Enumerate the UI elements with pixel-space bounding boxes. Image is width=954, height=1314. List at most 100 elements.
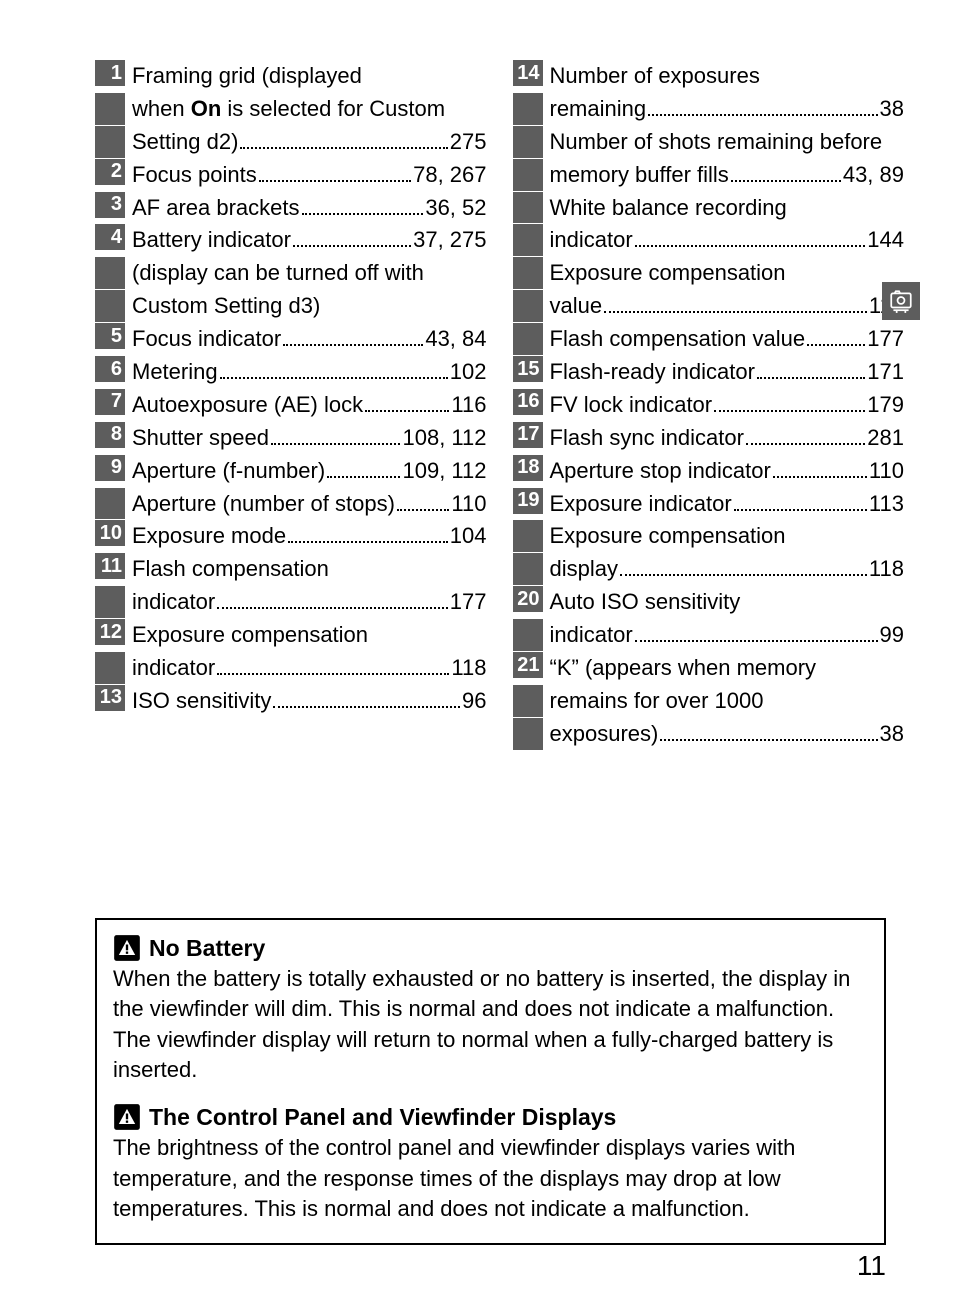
entry-label: exposures)	[550, 718, 659, 750]
entry-number: 11	[95, 553, 125, 579]
entry-pages: 99	[880, 619, 904, 651]
entry-body: AF area brackets36, 52	[132, 192, 487, 224]
index-entry: value118	[513, 290, 905, 322]
entry-body: Number of exposures	[550, 60, 905, 92]
entry-number: 1	[95, 60, 125, 86]
entry-label: Flash compensation	[132, 553, 329, 585]
entry-body: memory buffer fills43, 89	[550, 159, 905, 191]
entry-label: ISO sensitivity	[132, 685, 271, 717]
note-heading: The Control Panel and Viewfinder Display…	[113, 1103, 868, 1131]
entry-pages: 43, 84	[425, 323, 486, 355]
entry-label: Number of exposures	[550, 60, 760, 92]
entry-number-continuation	[95, 488, 125, 520]
entry-number: 15	[513, 356, 543, 382]
entry-pages: 116	[451, 389, 486, 421]
right-column: 14Number of exposuresremaining38Number o…	[513, 60, 905, 751]
index-entry: indicator 99	[513, 619, 905, 651]
index-entry: 8Shutter speed108, 112	[95, 422, 487, 454]
entry-number-continuation	[513, 126, 543, 158]
entry-body: Setting d2)275	[132, 126, 487, 158]
entry-pages: 281	[867, 422, 904, 454]
entry-body: exposures)38	[550, 718, 905, 750]
index-entry: 10Exposure mode104	[95, 520, 487, 552]
note-body: The brightness of the control panel and …	[113, 1133, 868, 1224]
index-entry: memory buffer fills43, 89	[513, 159, 905, 191]
entry-body: Focus indicator43, 84	[132, 323, 487, 355]
warning-icon	[113, 934, 141, 962]
entry-body: Exposure indicator113	[550, 488, 905, 520]
entry-pages: 118	[451, 652, 486, 684]
entry-body: (display can be turned off with	[132, 257, 487, 289]
entry-body: Flash sync indicator 281	[550, 422, 905, 454]
leader-dots	[660, 739, 877, 741]
entry-label: Autoexposure (AE) lock	[132, 389, 363, 421]
entry-number-continuation	[513, 718, 543, 750]
note-heading: No Battery	[113, 934, 868, 962]
entry-body: Exposure compensation	[132, 619, 487, 651]
entry-number: 12	[95, 619, 125, 645]
entry-body: “K” (appears when memory	[550, 652, 905, 684]
leader-dots	[734, 509, 867, 511]
entry-number-continuation	[513, 553, 543, 585]
entry-label: Custom Setting d3)	[132, 290, 320, 322]
entry-number-continuation	[513, 323, 543, 355]
entry-label: memory buffer fills	[550, 159, 729, 191]
index-entry: (display can be turned off with	[95, 257, 487, 289]
left-column: 1Framing grid (displayedwhen On is selec…	[95, 60, 487, 751]
leader-dots	[635, 640, 878, 642]
entry-number-continuation	[513, 192, 543, 224]
entry-pages: 275	[450, 126, 487, 158]
entry-pages: 104	[450, 520, 487, 552]
leader-dots	[648, 114, 877, 116]
leader-dots	[302, 213, 424, 215]
entry-body: ISO sensitivity96	[132, 685, 487, 717]
entry-label: Aperture (f-number)	[132, 455, 325, 487]
entry-label: Exposure compensation	[550, 257, 786, 289]
index-entry: 21“K” (appears when memory	[513, 652, 905, 684]
entry-number: 6	[95, 356, 125, 382]
leader-dots	[271, 443, 401, 445]
leader-dots	[604, 311, 867, 313]
entry-number: 13	[95, 685, 125, 711]
index-entry: White balance recording	[513, 192, 905, 224]
leader-dots	[757, 377, 865, 379]
entry-body: Auto ISO sensitivity	[550, 586, 905, 618]
entry-number-continuation	[513, 290, 543, 322]
entry-label: indicator	[132, 586, 215, 618]
entry-number-continuation	[95, 126, 125, 158]
entry-body: Focus points 78, 267	[132, 159, 487, 191]
entry-body: Flash compensation	[132, 553, 487, 585]
index-entry: Aperture (number of stops)110	[95, 488, 487, 520]
index-entry: 14Number of exposures	[513, 60, 905, 92]
entry-body: remaining38	[550, 93, 905, 125]
index-entry: 3AF area brackets36, 52	[95, 192, 487, 224]
entry-label: White balance recording	[550, 192, 787, 224]
entry-pages: 118	[869, 553, 904, 585]
index-entry: Exposure compensation	[513, 520, 905, 552]
index-entry: 6Metering102	[95, 356, 487, 388]
index-entry: 19Exposure indicator113	[513, 488, 905, 520]
entry-number-continuation	[513, 93, 543, 125]
entry-label: Focus points	[132, 159, 257, 191]
leader-dots	[283, 344, 423, 346]
entry-label: Exposure indicator	[550, 488, 732, 520]
entry-body: White balance recording	[550, 192, 905, 224]
warning-icon	[113, 1103, 141, 1131]
leader-dots	[807, 344, 865, 346]
leader-dots	[635, 245, 866, 247]
entry-body: Custom Setting d3)	[132, 290, 487, 322]
index-entry: indicator118	[95, 652, 487, 684]
entry-pages: 108, 112	[402, 422, 486, 454]
entry-label: indicator	[550, 224, 633, 256]
entry-number: 5	[95, 323, 125, 349]
entry-body: indicator 99	[550, 619, 905, 651]
index-entry: 1Framing grid (displayed	[95, 60, 487, 92]
entry-body: Exposure compensation	[550, 257, 905, 289]
entry-label: indicator	[550, 619, 633, 651]
entry-pages: 78, 267	[413, 159, 486, 191]
entry-label: FV lock indicator	[550, 389, 713, 421]
entry-label: remains for over 1000	[550, 685, 764, 717]
index-entry: 7Autoexposure (AE) lock116	[95, 389, 487, 421]
entry-body: Exposure mode104	[132, 520, 487, 552]
entry-label: Flash sync indicator	[550, 422, 744, 454]
